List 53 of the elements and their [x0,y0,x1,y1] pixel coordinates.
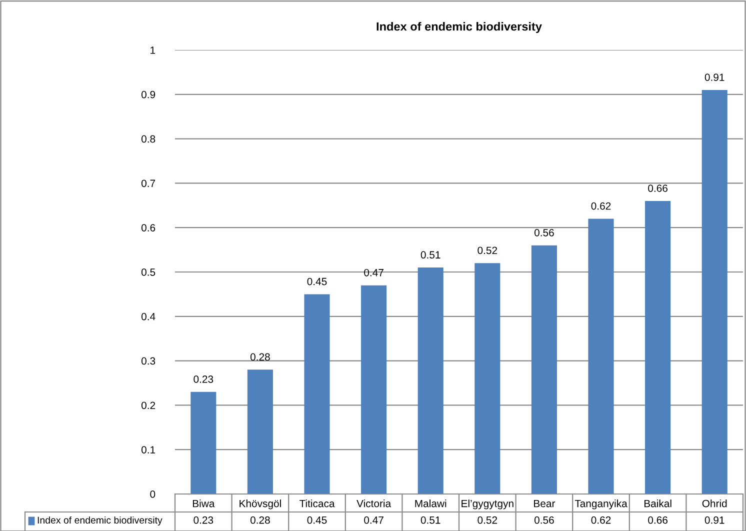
text: 0.91 [704,516,724,524]
x-tick-label: Victoria [356,500,392,508]
text: 0.23 [194,516,214,524]
text: 0.56 [534,516,554,524]
bar [531,245,557,494]
data-label: 0.23 [194,376,214,383]
y-tick-label: 1 [150,46,156,54]
x-tick-label: Baikal [644,500,672,508]
text: 0.47 [364,516,384,524]
bar [190,392,216,494]
data-label: 0.66 [648,184,668,192]
data-label: 0.56 [534,228,554,236]
data-label: 0.28 [250,353,270,361]
y-tick-label: 0.6 [141,224,156,232]
x-tick-label: El’gygytgyn [462,500,514,510]
bar [645,200,671,494]
bar [418,268,444,494]
text: 0.62 [591,516,611,524]
x-tick-label: Ohrid [702,500,727,508]
y-tick-label: 0 [150,490,156,498]
bar [247,370,273,494]
data-label: 0.62 [591,202,611,210]
y-tick-label: 0.2 [141,402,156,410]
text: 0.45 [307,516,327,524]
bar [474,263,500,494]
text: 0.51 [420,516,440,524]
y-tick-label: 0.8 [141,135,156,143]
data-label: 0.45 [307,278,327,286]
legend-label: Index of endemic biodiversity [38,516,162,526]
bar [361,285,387,494]
y-tick-label: 0.1 [141,446,156,454]
y-tick-label: 0.9 [141,90,156,98]
bar [588,218,614,494]
bar [304,294,330,494]
data-label: 0.91 [704,74,724,81]
bar [702,90,728,494]
data-label: 0.47 [364,268,384,276]
x-tick-label: Bear [534,500,556,508]
x-tick-label: Tanganyika [574,500,628,510]
chart-title: Index of endemic biodiversity [376,22,542,34]
y-tick-label: 0.7 [141,180,156,188]
data-label: 0.51 [420,251,440,259]
text: 0.28 [250,516,270,524]
x-tick-label: Malawi [415,500,446,508]
text: 0.52 [478,516,498,524]
x-tick-label: Biwa [192,500,215,508]
data-label: 0.52 [478,246,498,254]
x-tick-label: Titicaca [299,500,335,508]
y-tick-label: 0.4 [141,312,156,320]
y-tick-label: 0.5 [141,268,156,276]
y-tick-label: 0.3 [141,357,156,365]
x-tick-label: Khövsgöl [240,500,281,510]
text: 0.66 [648,516,668,524]
